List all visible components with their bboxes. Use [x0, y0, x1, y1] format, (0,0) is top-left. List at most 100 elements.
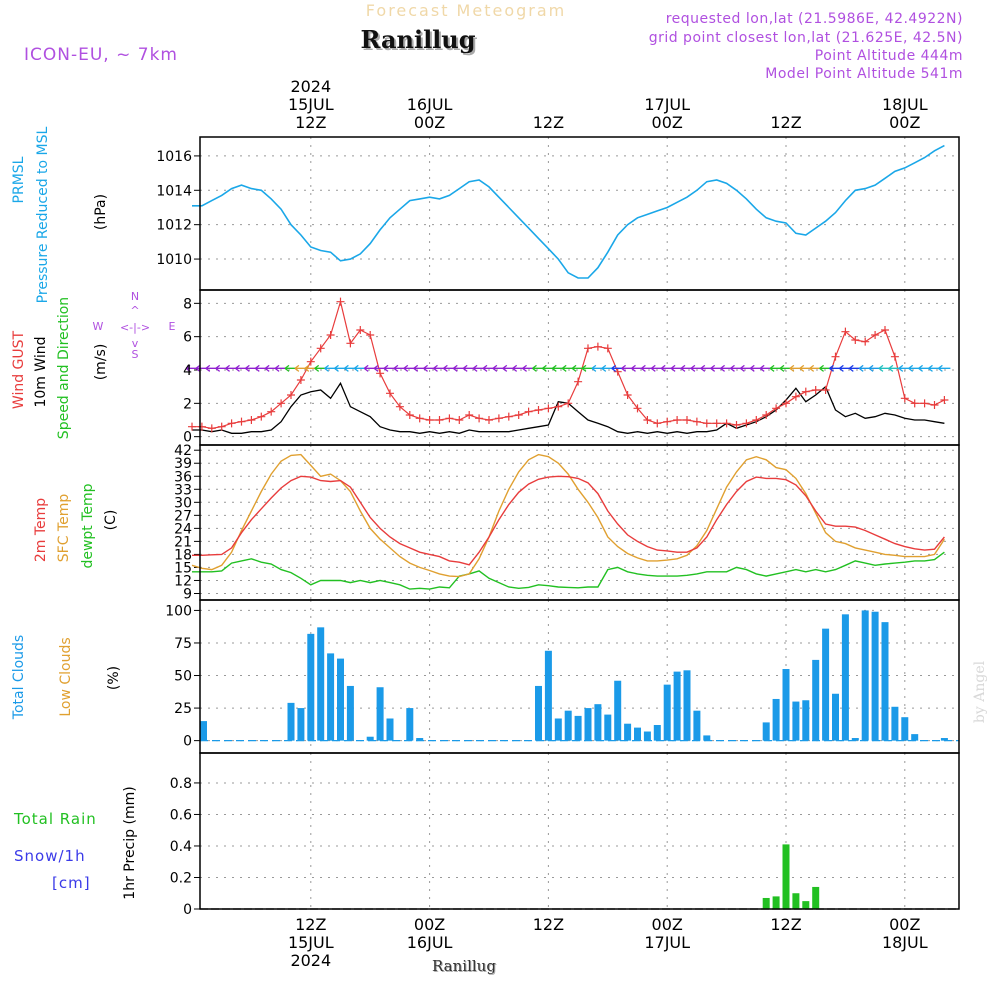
- total-cloud-bar: [663, 684, 671, 741]
- gust-marker: [455, 416, 464, 424]
- bottom-time-label: 12Z: [533, 915, 564, 934]
- total-cloud-bar: [337, 658, 344, 741]
- gust-marker: [712, 419, 721, 428]
- y-tick-label: 2: [183, 396, 192, 412]
- compass-down: v: [132, 337, 139, 350]
- gust-marker: [405, 411, 414, 419]
- bottom-time-label: 2024: [290, 951, 331, 970]
- model-label: ICON-EU, ~ 7km: [24, 45, 178, 65]
- cloud-labels: Total Clouds Low Clouds (%): [11, 635, 122, 720]
- total-cloud-bar: [327, 653, 335, 741]
- y-tick-label: 75: [174, 636, 192, 652]
- gust-marker: [811, 386, 820, 394]
- total-cloud-bar: [346, 685, 354, 741]
- compass-n: N: [131, 290, 139, 303]
- gust-marker: [415, 414, 424, 423]
- y-tick-label: 4: [183, 363, 192, 379]
- gust-marker: [871, 331, 880, 339]
- gust-marker: [534, 406, 543, 414]
- gust-marker: [623, 391, 632, 399]
- bottom-time-label: 00Z: [414, 915, 445, 934]
- y-tick-label: 1016: [156, 149, 192, 165]
- gust-marker: [287, 391, 295, 399]
- rain-bar: [812, 886, 820, 909]
- gust-marker: [485, 416, 493, 424]
- total-cloud-bar: [535, 685, 542, 741]
- gust-marker: [445, 414, 454, 423]
- total-cloud-bar: [594, 704, 602, 741]
- top-time-label: 17JUL: [644, 95, 690, 114]
- total-cloud-bar: [901, 717, 909, 741]
- top-time-label: 15JUL: [288, 95, 334, 114]
- top-time-label: 2024: [290, 77, 331, 96]
- total-cloud-bar: [851, 738, 859, 741]
- watermark: by Angel: [972, 660, 988, 723]
- total-cloud-bar: [822, 628, 830, 741]
- gust-marker: [683, 416, 691, 424]
- total-cloud-bar: [416, 738, 424, 741]
- gust-marker: [524, 407, 533, 416]
- total-cloud-bar: [802, 700, 810, 741]
- total-cloud-bar: [653, 725, 661, 741]
- gust-marker: [890, 352, 899, 361]
- grid-point-coords: grid point closest lon,lat (21.625E, 42.…: [649, 30, 963, 46]
- total-cloud-bar: [386, 718, 394, 741]
- total-cloud-bar: [200, 721, 207, 741]
- gust-marker: [366, 331, 375, 339]
- total-cloud-bar: [574, 715, 582, 741]
- y-tick-label: 30: [174, 495, 192, 511]
- gust-marker: [514, 411, 523, 419]
- y-tick-label: 39: [174, 456, 192, 472]
- point-altitude: Point Altitude 444m: [815, 48, 963, 64]
- y-tick-label: 8: [183, 296, 192, 312]
- total-cloud-bar: [376, 687, 384, 741]
- gust-marker: [217, 422, 226, 431]
- gust-marker: [247, 416, 256, 424]
- total-cloud-bar: [366, 736, 374, 741]
- y-tick-label: 33: [174, 482, 192, 498]
- gust-marker: [920, 399, 929, 408]
- total-cloud-bar: [297, 708, 305, 741]
- y-tick-label: 0.8: [170, 776, 192, 792]
- gust-marker: [663, 417, 672, 426]
- y-tick-label: 12: [174, 573, 192, 589]
- pressure-labels: PRMSL Pressure Reduced to MSL (hPa): [11, 126, 109, 303]
- gust-marker: [376, 369, 385, 378]
- gust-marker: [435, 416, 444, 424]
- compass-s: S: [132, 348, 139, 361]
- low-clouds-label: Low Clouds: [58, 637, 74, 716]
- dewpt-label: dewpt Temp: [80, 483, 96, 568]
- total-cloud-bar: [693, 710, 701, 741]
- y-tick-label: 0: [183, 902, 192, 918]
- gust-marker: [613, 367, 622, 376]
- total-cloud-bar: [564, 710, 572, 741]
- gust-marker: [752, 416, 761, 424]
- top-time-label: 00Z: [889, 113, 920, 132]
- y-tick-label: 1010: [156, 252, 192, 268]
- rain-bar: [762, 897, 770, 909]
- panel-frame-wind: [199, 289, 960, 446]
- gust-marker: [336, 297, 345, 306]
- total-cloud-bar: [841, 614, 849, 741]
- gust-marker: [306, 357, 315, 366]
- station-title: Ranillug: [360, 25, 475, 54]
- total-rain-label: Total Rain: [13, 810, 97, 828]
- gust-marker: [940, 396, 949, 404]
- gust-marker: [722, 419, 731, 428]
- total-cloud-bar: [554, 718, 562, 741]
- gust-marker: [564, 399, 573, 408]
- wind-10m-label: 10m Wind: [33, 336, 49, 407]
- y-tick-label: 1012: [156, 218, 192, 234]
- y-tick-label: 15: [174, 560, 192, 576]
- gust-marker: [742, 419, 751, 428]
- total-cloud-bar: [861, 610, 869, 741]
- rain-bar: [772, 896, 780, 909]
- y-tick-label: 0.6: [170, 807, 192, 823]
- total-cloud-bar: [792, 701, 800, 741]
- gust-marker: [821, 386, 830, 394]
- total-cloud-bar: [940, 738, 948, 741]
- gust-marker: [732, 421, 741, 429]
- bottom-time-label: 00Z: [889, 915, 920, 934]
- gust-marker: [386, 389, 394, 398]
